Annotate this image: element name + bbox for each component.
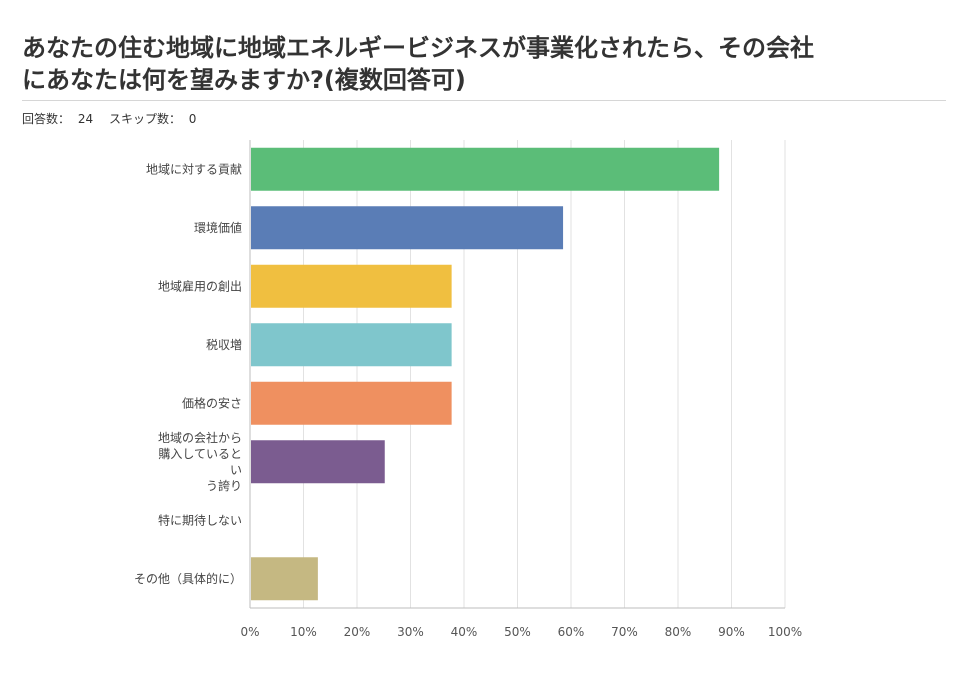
bar	[251, 557, 318, 601]
bar	[251, 147, 720, 191]
x-tick-label: 70%	[611, 625, 638, 639]
skipped-label: スキップ数：	[108, 112, 181, 126]
category-label: 環境価値	[194, 220, 242, 235]
bar	[251, 381, 452, 425]
x-tick-label: 20%	[344, 625, 371, 639]
category-label: 地域の会社から	[158, 430, 242, 445]
category-label: その他（具体的に）	[134, 571, 242, 586]
x-tick-label: 0%	[240, 625, 259, 639]
x-tick-label: 10%	[290, 625, 317, 639]
x-tick-label: 80%	[665, 625, 692, 639]
x-tick-label: 50%	[504, 625, 531, 639]
response-summary: 回答数： 24 スキップ数： 0	[22, 110, 200, 127]
category-label: 価格の安さ	[182, 395, 242, 410]
title-line-2: にあなたは何を望みますか?(複数回答可)	[22, 66, 466, 94]
x-tick-label: 40%	[451, 625, 478, 639]
category-label: 地域雇用の創出	[158, 278, 242, 293]
bar	[251, 440, 385, 484]
x-tick-label: 60%	[558, 625, 585, 639]
skipped-count: 0	[188, 112, 197, 126]
category-label: う誇り	[206, 478, 242, 493]
bar	[251, 264, 452, 308]
bar	[251, 206, 564, 250]
x-tick-label: 100%	[768, 625, 802, 639]
category-label: 購入していると	[158, 447, 242, 461]
x-tick-label: 90%	[718, 625, 745, 639]
title-divider	[22, 100, 946, 101]
title-line-1: あなたの住む地域に地域エネルギービジネスが事業化されたら、その会社	[22, 34, 814, 62]
answered-count: 24	[77, 112, 94, 126]
chart-title: あなたの住む地域に地域エネルギービジネスが事業化されたら、その会社 にあなたは何…	[22, 32, 922, 96]
answered-label: 回答数：	[22, 112, 71, 126]
category-label: 地域に対する貢献	[146, 161, 242, 176]
bar	[251, 323, 452, 367]
category-label: 税収増	[206, 338, 242, 352]
category-label: い	[230, 463, 242, 477]
x-tick-label: 30%	[397, 625, 424, 639]
category-label: 特に期待しない	[158, 512, 242, 527]
